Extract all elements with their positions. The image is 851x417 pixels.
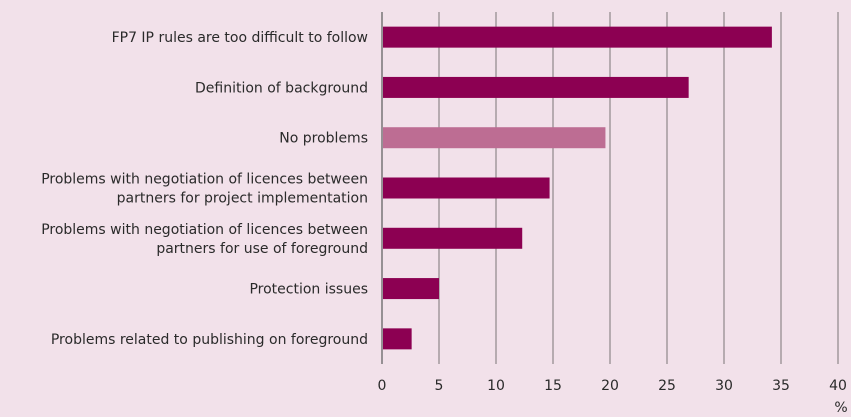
- grid-lines: [381, 12, 839, 364]
- x-tick-label-5: 5: [435, 378, 444, 394]
- category-labels: FP7 IP rules are too difficult to follow…: [41, 30, 368, 348]
- category-label-line: Problems with negotiation of licences be…: [41, 222, 368, 238]
- x-axis-unit-label: %: [834, 400, 847, 416]
- x-tick-label-15: 15: [544, 378, 562, 394]
- category-label-line: partners for use of foreground: [156, 241, 368, 257]
- bar-4: [383, 227, 523, 249]
- category-label-line: Protection issues: [249, 282, 368, 298]
- x-tick-label-20: 20: [601, 378, 619, 394]
- category-label-line: FP7 IP rules are too difficult to follow: [112, 30, 368, 46]
- bar-5: [383, 278, 439, 300]
- x-tick-label-35: 35: [772, 378, 790, 394]
- bar-6: [383, 328, 412, 350]
- category-label-1: Definition of background: [195, 80, 368, 96]
- category-label-3: Problems with negotiation of licences be…: [41, 172, 368, 207]
- x-tick-label-10: 10: [487, 378, 505, 394]
- category-label-6: Problems related to publishing on foregr…: [51, 332, 368, 348]
- category-label-line: Problems with negotiation of licences be…: [41, 172, 368, 188]
- category-label-line: Definition of background: [195, 80, 368, 96]
- category-label-0: FP7 IP rules are too difficult to follow: [112, 30, 368, 46]
- bar-1: [383, 76, 689, 98]
- bar-3: [383, 177, 550, 199]
- x-tick-label-30: 30: [715, 378, 733, 394]
- bar-0: [383, 26, 772, 48]
- category-label-2: No problems: [279, 131, 368, 147]
- category-label-line: No problems: [279, 131, 368, 147]
- category-label-line: partners for project implementation: [117, 191, 368, 207]
- category-label-5: Protection issues: [249, 282, 368, 298]
- category-label-4: Problems with negotiation of licences be…: [41, 222, 368, 257]
- bars: [383, 26, 772, 350]
- x-tick-label-25: 25: [658, 378, 676, 394]
- category-label-line: Problems related to publishing on foregr…: [51, 332, 368, 348]
- bar-2: [383, 127, 606, 149]
- x-tick-label-40: 40: [829, 378, 847, 394]
- x-tick-labels: 0 5 10 15 20 25 30 35 40: [378, 378, 847, 394]
- x-tick-label-0: 0: [378, 378, 387, 394]
